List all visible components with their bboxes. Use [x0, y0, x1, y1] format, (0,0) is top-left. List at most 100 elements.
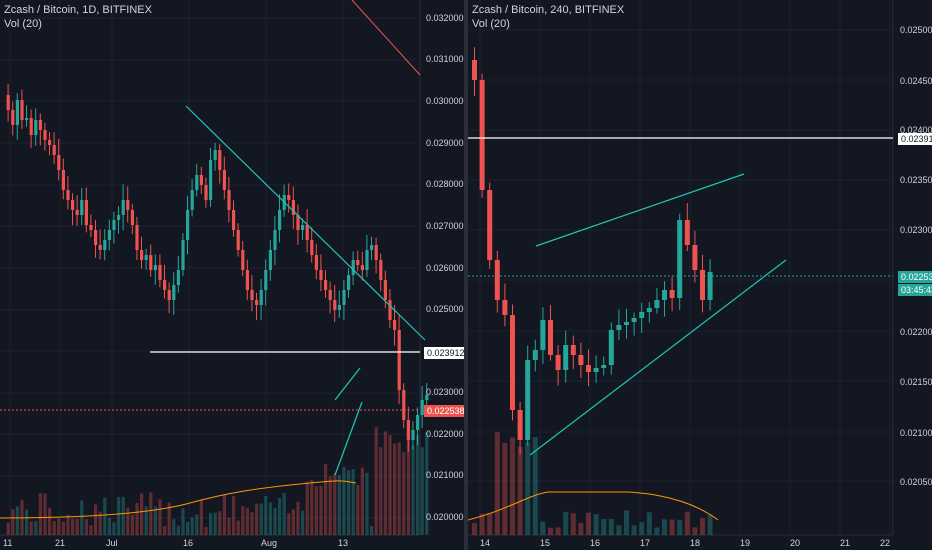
candle-body — [149, 255, 153, 270]
volume-bar — [420, 447, 424, 535]
left-last-price-label: 0.022538 — [424, 405, 464, 417]
candle-body — [356, 260, 360, 265]
candle-body — [420, 400, 424, 415]
volume-bar — [195, 514, 199, 535]
volume-bar — [61, 521, 65, 535]
candle-body — [406, 420, 410, 440]
volume-ma-line — [468, 491, 719, 521]
candle-body — [397, 330, 401, 390]
candle-body — [236, 230, 240, 250]
volume-bar — [38, 493, 42, 535]
volume-bar — [631, 525, 637, 535]
volume-bar — [525, 442, 531, 535]
left-price-tick: 0.026000 — [426, 263, 464, 273]
volume-bar — [397, 442, 401, 535]
left-chart-panel[interactable]: Zcash / Bitcoin, 1D, BITFINEX Vol (20) 0… — [0, 0, 464, 550]
volume-bar — [126, 507, 130, 535]
volume-bar — [347, 470, 351, 535]
volume-bar — [34, 520, 38, 535]
volume-bar — [360, 467, 364, 535]
volume-bar — [268, 502, 272, 535]
candle-body — [379, 260, 383, 280]
volume-bar — [282, 492, 286, 535]
right-price-tick: 0.025000 — [900, 25, 932, 35]
right-bar-countdown: 03:45:43 — [898, 284, 932, 296]
volume-bar — [213, 512, 217, 535]
candle-body — [163, 280, 167, 290]
right-price-tick: 0.022000 — [900, 327, 932, 337]
volume-bar — [232, 496, 236, 535]
candle-body — [94, 230, 98, 245]
candle-body — [255, 300, 259, 305]
right-volume-label: Vol (20) — [472, 18, 510, 30]
right-chart-canvas[interactable] — [468, 0, 932, 550]
volume-bar — [222, 494, 226, 535]
volume-bar — [684, 511, 690, 535]
volume-bar — [158, 499, 162, 535]
upper-channel-line — [535, 173, 745, 247]
candle-body — [305, 225, 309, 240]
volume-bar — [144, 506, 148, 535]
candle-body — [107, 230, 111, 240]
candle-body — [29, 118, 33, 135]
volume-bar — [402, 452, 406, 535]
volume-bar — [117, 496, 121, 535]
candle-body — [6, 95, 10, 110]
volume-bar — [472, 523, 477, 535]
candle-body — [259, 290, 263, 305]
volume-bar — [319, 485, 323, 535]
volume-bar — [287, 513, 291, 535]
volume-bar — [639, 522, 645, 535]
candle-body — [57, 155, 61, 170]
candle-body — [677, 220, 683, 298]
candle-body — [245, 270, 249, 290]
volume-bar — [310, 479, 314, 535]
panel-divider[interactable] — [464, 0, 468, 550]
candle-body — [360, 265, 364, 270]
left-price-tick: 0.025000 — [426, 304, 464, 314]
candle-body — [487, 190, 493, 260]
right-chart-panel[interactable]: Zcash / Bitcoin, 240, BITFINEX Vol (20) … — [468, 0, 932, 550]
left-chart-canvas[interactable] — [0, 0, 464, 550]
volume-bar — [140, 493, 144, 535]
candle-body — [140, 250, 144, 260]
candle-body — [268, 250, 272, 270]
candle-body — [333, 300, 337, 310]
right-time-tick: 21 — [840, 538, 851, 548]
lower-channel-line — [529, 259, 787, 456]
volume-bar — [227, 517, 231, 535]
right-time-tick: 15 — [540, 538, 551, 548]
candle-body — [540, 320, 546, 350]
candle-body — [126, 200, 130, 210]
volume-bar — [337, 474, 341, 535]
candle-body — [176, 270, 180, 285]
candle-body — [34, 120, 38, 135]
candle-body — [684, 220, 690, 245]
volume-bar — [278, 497, 282, 535]
candle-body — [510, 315, 515, 410]
candle-body — [52, 145, 56, 155]
left-support-price-label: 0.023912 — [424, 347, 464, 359]
volume-bar — [669, 519, 675, 535]
candle-body — [402, 390, 406, 420]
right-time-tick: 18 — [690, 538, 701, 548]
volume-bar — [510, 437, 515, 535]
candle-body — [66, 190, 70, 200]
volume-bar — [692, 527, 698, 535]
candle-body — [98, 245, 102, 250]
left-time-tick: 21 — [55, 538, 66, 548]
volume-bar — [103, 497, 107, 535]
volume-bar — [80, 500, 84, 535]
volume-bar — [176, 525, 180, 535]
candle-body — [158, 265, 162, 280]
left-price-tick: 0.020000 — [426, 512, 464, 522]
left-price-tick: 0.021000 — [426, 470, 464, 480]
volume-bar — [494, 432, 500, 535]
left-price-tick: 0.032000 — [426, 13, 464, 23]
candle-body — [370, 245, 374, 250]
candle-body — [532, 350, 538, 360]
volume-bar — [84, 519, 88, 535]
candle-body — [20, 100, 24, 120]
